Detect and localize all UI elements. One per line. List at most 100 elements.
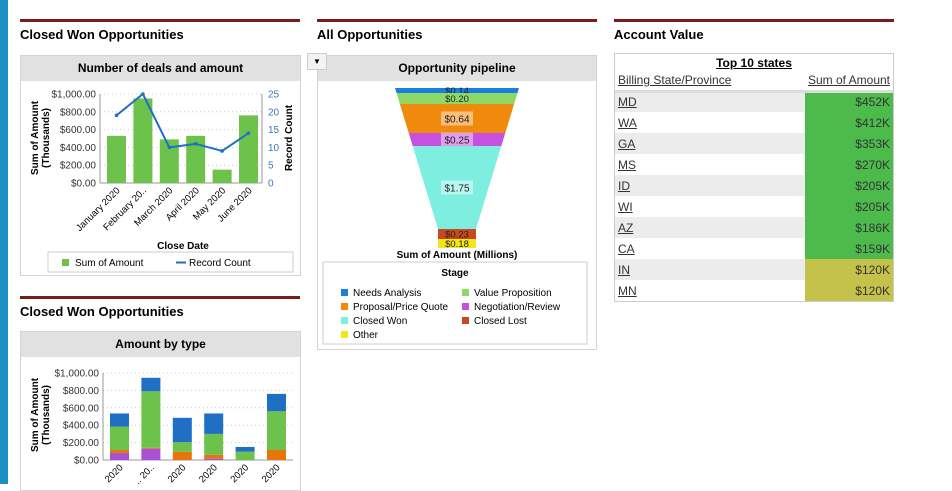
section-title: Account Value xyxy=(614,27,704,42)
y-tick-label: $0.00 xyxy=(74,456,99,467)
legend-swatch xyxy=(62,259,69,266)
y2-tick-label: 0 xyxy=(268,179,274,190)
table-row: MN $120K xyxy=(615,280,893,301)
amount-cell: $186K xyxy=(804,217,893,238)
line-point xyxy=(114,113,119,118)
state-link[interactable]: CA xyxy=(618,241,635,256)
stacked-bar-segment xyxy=(110,413,129,427)
section-divider xyxy=(317,19,597,22)
legend-label: Closed Won xyxy=(353,316,407,327)
legend-swatch xyxy=(341,289,348,296)
stacked-bar-segment xyxy=(204,413,224,434)
bar xyxy=(107,135,126,183)
stacked-bar-segment xyxy=(141,391,161,448)
state-link[interactable]: MN xyxy=(618,283,637,298)
table-title-link[interactable]: Top 10 states xyxy=(716,56,792,70)
x-tick-label: 2020 xyxy=(260,462,283,485)
bar xyxy=(239,115,258,183)
line-point xyxy=(220,149,224,153)
funnel-data-label: $0.18 xyxy=(445,239,469,250)
legend-box xyxy=(47,251,294,273)
y-tick-label: $800.00 xyxy=(60,107,97,118)
stacked-bar-segment xyxy=(267,449,286,460)
section-title: Closed Won Opportunities xyxy=(20,304,184,319)
chart-amount-by-type[interactable]: Amount by type xyxy=(20,331,301,491)
legend-swatch xyxy=(341,317,348,324)
legend-box xyxy=(322,261,588,345)
y-tick-label: $200.00 xyxy=(63,438,100,449)
legend-label: Value Proposition xyxy=(474,288,552,299)
x-tick-label: 2020 xyxy=(166,462,189,485)
legend-swatch xyxy=(341,303,348,310)
stacked-bar-segment xyxy=(235,446,255,452)
account-value-table: Top 10 states Billing State/Province Sum … xyxy=(614,53,894,302)
column-header-state[interactable]: Billing State/Province xyxy=(618,72,732,87)
amount-cell: $120K xyxy=(804,259,893,280)
x-tick-label: .. 20.. xyxy=(132,462,157,487)
dropdown-menu-button[interactable]: ▼ xyxy=(307,53,327,70)
stacked-bar-segment xyxy=(267,393,286,412)
y2-axis-title: Record Count xyxy=(284,104,295,171)
y2-tick-label: 10 xyxy=(268,143,280,154)
state-link[interactable]: WA xyxy=(618,115,637,130)
column-header-amount[interactable]: Sum of Amount xyxy=(807,72,890,87)
stacked-bar-segment xyxy=(172,451,192,460)
table-row: ID $205K xyxy=(615,175,893,196)
table-row: AZ $186K xyxy=(615,217,893,238)
y-tick-label: $1,000.00 xyxy=(52,90,97,101)
chart-title: Amount by type xyxy=(21,332,300,357)
stacked-bar-segment xyxy=(204,458,224,460)
x-tick-label: 2020 xyxy=(197,462,220,485)
x-tick-label: 2020 xyxy=(103,462,126,485)
funnel-data-label: $1.75 xyxy=(444,184,469,195)
state-link[interactable]: IN xyxy=(618,262,630,277)
funnel-segment xyxy=(412,146,502,229)
y-tick-label: $0.00 xyxy=(71,179,96,190)
chart-opportunity-pipeline[interactable]: Opportunity pipeline xyxy=(317,55,597,350)
y-axis-title: Sum of Amount(Thousands) xyxy=(30,377,52,452)
stacked-bar-segment xyxy=(110,426,129,450)
amount-cell: $205K xyxy=(804,175,893,196)
stacked-bar-segment xyxy=(172,417,192,443)
table-row: IN $120K xyxy=(615,259,893,280)
x-tick-label: 2020 xyxy=(228,462,251,485)
state-link[interactable]: MS xyxy=(618,157,636,172)
legend-swatch xyxy=(462,289,469,296)
bar xyxy=(133,98,153,183)
stacked-bar-segment xyxy=(235,451,255,460)
line-point xyxy=(141,92,145,96)
stacked-bar-segment xyxy=(204,454,224,459)
y-tick-label: $1,000.00 xyxy=(55,369,100,380)
state-link[interactable]: AZ xyxy=(618,220,634,235)
state-link[interactable]: GA xyxy=(618,136,636,151)
x-axis-title: Close Date xyxy=(157,241,209,252)
funnel-segment xyxy=(399,104,515,133)
x-axis-title: Sum of Amount (Millions) xyxy=(397,250,518,261)
legend-label: Other xyxy=(353,330,379,341)
legend-label: Sum of Amount xyxy=(75,258,144,269)
state-link[interactable]: ID xyxy=(618,178,630,193)
state-link[interactable]: MD xyxy=(618,95,637,110)
bar xyxy=(159,139,179,183)
table-row: WA $412K xyxy=(615,112,893,133)
stacked-bar-segment xyxy=(267,411,286,450)
stacked-bar-segment xyxy=(110,453,129,460)
section-divider xyxy=(20,19,300,22)
legend-label: Proposal/Price Quote xyxy=(353,302,448,313)
y-tick-label: $600.00 xyxy=(60,125,97,136)
amount-cell: $120K xyxy=(804,280,893,301)
data-label-bg xyxy=(441,180,473,195)
stacked-bar-segment xyxy=(110,449,129,454)
state-link[interactable]: WI xyxy=(618,199,633,214)
record-count-line xyxy=(115,92,250,153)
stacked-bar-segment xyxy=(204,433,224,455)
table-row: MS $270K xyxy=(615,154,893,175)
y2-tick-label: 5 xyxy=(268,161,274,172)
left-edge-bar xyxy=(0,0,8,484)
funnel-segment xyxy=(396,93,518,104)
amount-cell: $353K xyxy=(804,133,893,154)
y2-tick-label: 25 xyxy=(268,90,280,101)
line-point xyxy=(167,145,172,150)
chart-title: Opportunity pipeline xyxy=(318,56,596,81)
